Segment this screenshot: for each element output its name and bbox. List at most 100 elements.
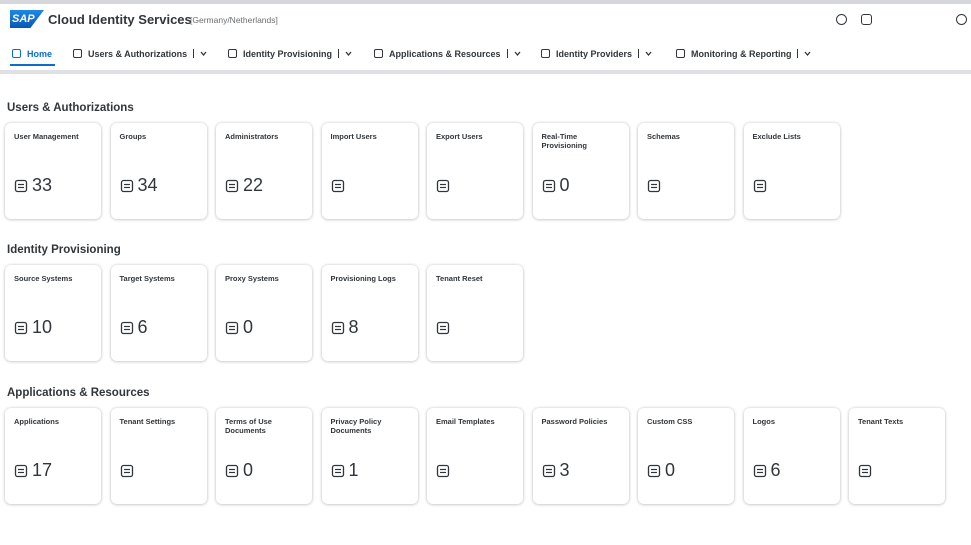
icon — [436, 464, 450, 478]
icon — [858, 464, 872, 478]
active-underline — [10, 64, 55, 66]
tile-label: Tenant Reset — [436, 274, 483, 283]
tile-label: Export Users — [436, 132, 483, 141]
tile-label: Source Systems — [14, 274, 73, 283]
tile[interactable]: Administrators 22 — [216, 123, 312, 219]
chevron — [345, 51, 352, 57]
tile-icon — [647, 464, 661, 478]
tile-icon — [331, 464, 345, 478]
tile-label: Custom CSS — [647, 417, 693, 426]
chevron — [645, 51, 652, 57]
icon — [753, 464, 766, 478]
tile-icon — [225, 321, 239, 335]
tile-icon — [331, 179, 345, 193]
tile-label: Exclude Lists — [752, 132, 801, 141]
tile[interactable]: Email Templates — [427, 408, 523, 504]
tile[interactable]: User Management 33 — [5, 123, 101, 219]
tile[interactable]: Terms of Use Documents 0 — [216, 408, 312, 504]
tile-label: Target Systems — [119, 274, 175, 283]
section-title: Identity Provisioning — [7, 244, 121, 256]
tile[interactable]: Export Users — [427, 123, 523, 219]
icon — [542, 464, 555, 478]
nav-label: Identity Provisioning — [243, 49, 333, 59]
section-title: Users & Authorizations — [7, 102, 134, 114]
tile-count: 0 — [559, 175, 570, 195]
nav-bar: Home Users & Authorizations Identity Provi… — [0, 38, 971, 74]
tile-count: 0 — [243, 317, 254, 337]
tile[interactable]: Groups 34 — [110, 123, 207, 219]
tile[interactable]: Real-Time Provisioning 0 — [532, 123, 629, 219]
tile[interactable]: Custom CSS 0 — [638, 408, 734, 504]
logo[interactable]: SAP — [10, 10, 44, 28]
tile-count: 0 — [243, 460, 254, 480]
nav-icon — [374, 49, 383, 58]
tile[interactable]: Tenant Settings — [110, 408, 207, 504]
icon — [14, 179, 28, 193]
tile-count: 33 — [32, 175, 53, 195]
tile[interactable]: Proxy Systems 0 — [216, 265, 312, 361]
help-icon[interactable] — [836, 14, 847, 25]
nav-item[interactable]: Identity Providers — [541, 49, 652, 59]
tile[interactable]: Privacy Policy Documents 1 — [321, 408, 418, 504]
tile[interactable]: Provisioning Logs 8 — [321, 265, 418, 361]
tile-count: 34 — [137, 175, 158, 195]
nav-item[interactable]: Identity Provisioning — [228, 49, 352, 59]
region: [Germany/Netherlands] — [190, 15, 278, 25]
tile-label: Applications — [14, 417, 60, 426]
feedback-icon[interactable] — [861, 14, 872, 25]
app-title: Cloud Identity Services — [48, 12, 192, 27]
nav-chevron[interactable] — [797, 49, 811, 58]
icon — [436, 179, 450, 193]
tile[interactable]: Target Systems 6 — [110, 265, 207, 361]
tile-icon — [436, 179, 450, 193]
tile-count: 6 — [770, 460, 781, 480]
tile[interactable]: Import Users — [321, 123, 418, 219]
icon — [225, 321, 239, 335]
tile-icon — [647, 179, 661, 193]
icon — [225, 464, 239, 478]
nav-item[interactable]: Monitoring & Reporting — [676, 49, 811, 59]
tile[interactable]: Exclude Lists — [743, 123, 840, 219]
tile-label: Tenant Texts — [858, 417, 904, 426]
icon — [14, 464, 28, 478]
tile[interactable]: Password Policies 3 — [532, 408, 629, 504]
top-border — [0, 0, 971, 4]
tile[interactable]: Applications 17 — [5, 408, 101, 504]
tile-count: 22 — [243, 175, 264, 195]
tile-icon — [120, 179, 134, 193]
tile-icon — [331, 321, 345, 335]
icon — [331, 464, 344, 478]
tile[interactable]: Schemas — [638, 123, 734, 219]
tile-label: Administrators — [225, 132, 279, 141]
nav-chevron[interactable] — [638, 49, 652, 58]
tile[interactable]: Logos 6 — [743, 408, 840, 504]
tile[interactable]: Source Systems 10 — [5, 265, 101, 361]
icon — [331, 179, 344, 193]
tile-label: Proxy Systems — [225, 274, 279, 283]
tile-icon — [542, 464, 556, 478]
tile-count: 0 — [665, 460, 676, 480]
icon — [120, 321, 133, 335]
nav-item[interactable]: Users & Authorizations — [73, 49, 207, 59]
tile[interactable]: Tenant Texts — [849, 408, 945, 504]
tile-label: Import Users — [330, 132, 377, 141]
profile-icon[interactable] — [956, 14, 967, 25]
tile-count: 1 — [348, 460, 359, 480]
chevron — [804, 51, 811, 57]
nav-chevron[interactable] — [338, 49, 352, 58]
tile-label: Real-Time Provisioning — [541, 132, 587, 150]
tile-icon — [14, 321, 28, 335]
tile[interactable]: Tenant Reset — [427, 265, 523, 361]
nav-item[interactable]: Applications & Resources — [374, 49, 521, 59]
icon — [120, 179, 133, 193]
tile-icon — [120, 321, 134, 335]
tile-icon — [225, 464, 239, 478]
icon — [225, 179, 239, 193]
nav-chevron[interactable] — [506, 49, 521, 58]
chevron — [200, 51, 207, 57]
tile-icon — [120, 464, 134, 478]
nav-chevron[interactable] — [193, 49, 207, 58]
icon — [331, 321, 344, 335]
nav-item[interactable]: Home — [12, 49, 52, 59]
